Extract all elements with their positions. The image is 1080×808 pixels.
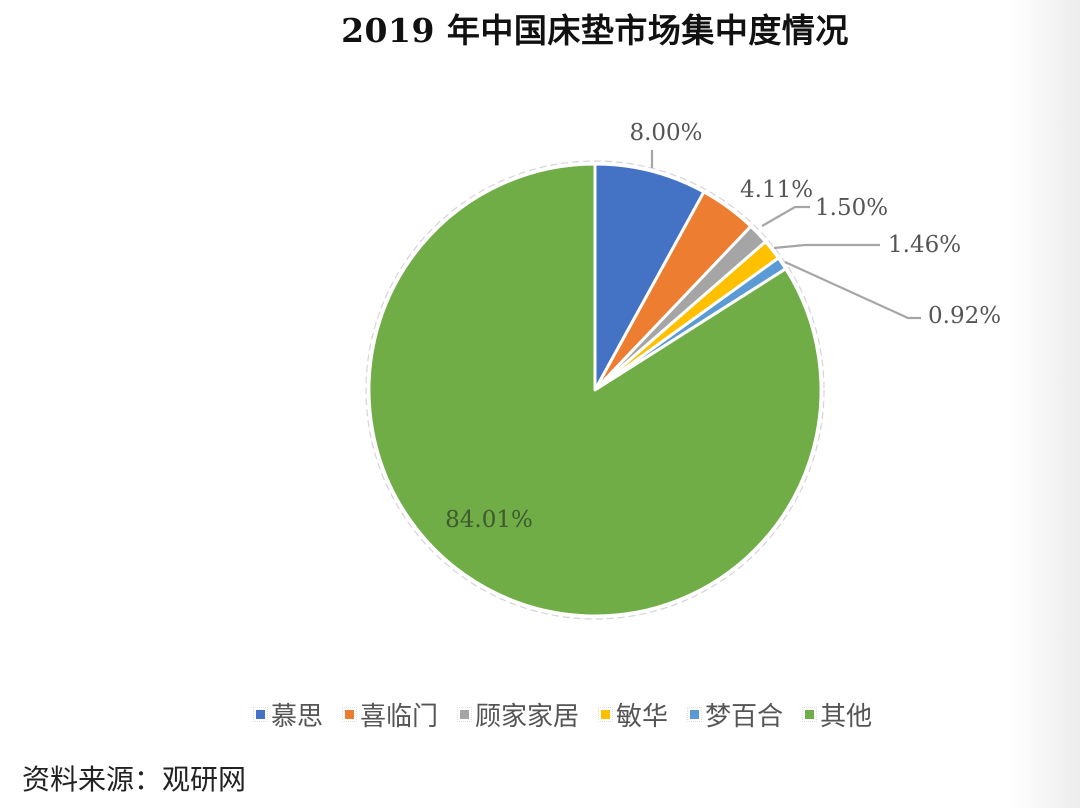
legend-item-others: 其他 (802, 696, 873, 733)
pie-slice-5 (367, 162, 823, 618)
leader-line (773, 243, 880, 250)
legend-label: 敏华 (616, 701, 669, 732)
chart-title: 2019 年中国床垫市场集中度情况 (341, 11, 849, 50)
legend-swatch-icon (457, 706, 473, 722)
page-edge-shadow (1010, 0, 1080, 808)
legend-item-mlily: 梦百合 (687, 696, 784, 733)
chart-legend: 慕思 喜临门 顾家家居 敏华 梦百合 其他 (253, 696, 873, 733)
legend-swatch-icon (598, 706, 614, 722)
source-note: 资料来源：观研网 (22, 763, 247, 796)
legend-label: 梦百合 (705, 701, 784, 732)
data-label: 8.00% (629, 120, 702, 146)
data-label: 1.50% (815, 195, 888, 221)
legend-swatch-icon (253, 706, 268, 722)
legend-label: 顾家家居 (475, 701, 580, 732)
data-label: 84.01% (445, 507, 533, 533)
legend-item-musi: 慕思 (253, 696, 324, 733)
legend-item-kuka: 顾家家居 (457, 696, 580, 733)
data-label: 1.46% (888, 232, 961, 258)
legend-swatch-icon (687, 706, 703, 722)
legend-swatch-icon (342, 706, 358, 722)
legend-label: 慕思 (271, 701, 324, 732)
leader-line (761, 205, 810, 227)
data-label: 4.11% (740, 177, 813, 203)
legend-item-xilinmen: 喜临门 (342, 696, 439, 733)
legend-label: 喜临门 (360, 701, 439, 732)
legend-item-minhua: 敏华 (598, 696, 669, 733)
legend-label: 其他 (820, 701, 873, 732)
pie-slice-0 (593, 162, 706, 392)
data-label: 0.92% (928, 303, 1001, 329)
leader-line (784, 260, 921, 320)
legend-swatch-icon (802, 706, 818, 722)
